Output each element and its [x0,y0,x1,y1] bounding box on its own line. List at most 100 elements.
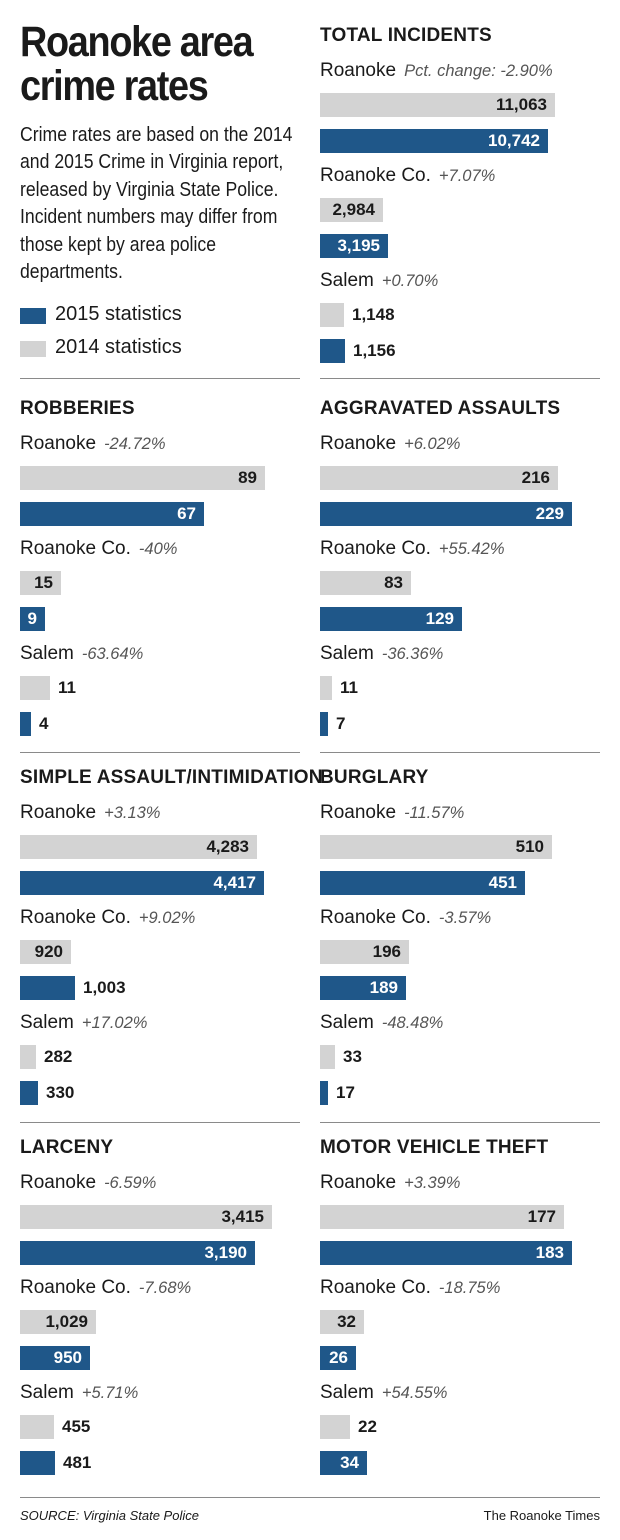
chart-panel: MOTOR VEHICLE THEFT Roanoke +3.39% 177 183 Ro… [320,1137,605,1487]
group-label: Salem +54.55% [320,1382,447,1404]
value-label-2015: 4 [39,714,49,733]
bar-2015 [20,1081,38,1105]
percent-change: -63.64% [81,645,144,663]
bar-2014 [320,303,344,327]
bar-2015 [20,607,45,631]
group-name: Salem [320,1382,374,1403]
bar-2015 [20,976,75,1000]
value-label-2015: 3,190 [204,1243,247,1262]
divider [320,752,600,753]
value-label-2014: 33 [343,1047,362,1066]
value-label-2014: 32 [337,1312,356,1331]
group-name: Roanoke Co. [320,907,431,928]
chart-title: AGGRAVATED ASSAULTS [320,398,561,419]
group-label: Roanoke -24.72% [20,433,166,455]
divider [20,752,300,753]
legend-swatch-2015 [20,308,46,324]
value-label-2015: 451 [488,873,517,892]
value-label-2014: 510 [515,837,544,856]
group-label: Roanoke Co. -18.75% [320,1277,500,1299]
divider [320,378,600,379]
percent-change: +55.42% [438,540,505,558]
group-name: Salem [20,1382,74,1403]
group-label: Roanoke -6.59% [20,1172,156,1194]
bar-2014 [320,1045,335,1069]
value-label-2014: 282 [44,1047,73,1066]
chart-title: LARCENY [20,1137,114,1158]
bar-2015 [320,1241,572,1265]
chart-title: TOTAL INCIDENTS [320,25,492,46]
legend-label-2014: 2014 statistics [55,336,182,358]
value-label-2015: 183 [535,1243,564,1262]
value-label-2015: 4,417 [213,873,256,892]
bar-2014 [320,198,383,222]
percent-change: -40% [138,540,178,558]
description: Crime rates are based on the 2014 and 20… [20,123,293,284]
chart-panel: AGGRAVATED ASSAULTS Roanoke +6.02% 216 229 Ro… [320,398,605,748]
group-name: Salem [20,643,74,664]
group-name: Roanoke [320,433,397,454]
percent-change: -7.68% [138,1279,192,1297]
group-label: Roanoke +3.39% [320,1172,460,1194]
bar-2014 [20,1415,54,1439]
value-label-2014: 920 [34,942,63,961]
value-label-2015: 10,742 [488,131,540,150]
group-label: Roanoke -11.57% [320,802,464,824]
publisher-credit: The Roanoke Times [483,1508,600,1523]
divider [20,1122,300,1123]
value-label-2014: 3,415 [221,1207,264,1226]
percent-change: -6.59% [104,1174,157,1192]
chart-panel: ROBBERIES Roanoke -24.72% 89 67 Roanoke Co. -4… [20,398,305,748]
value-label-2014: 2,984 [332,200,375,219]
group-label: Roanoke Co. -7.68% [20,1277,191,1299]
percent-change: -3.57% [438,909,492,927]
chart-panel: LARCENY Roanoke -6.59% 3,415 3,190 Roanoke Co… [20,1137,305,1487]
bar-2015 [320,1081,328,1105]
value-label-2015: 129 [425,609,454,628]
chart-title: ROBBERIES [20,398,135,419]
bar-2015 [320,234,388,258]
chart-panel: BURGLARY Roanoke -11.57% 510 451 Roanoke Co. -… [320,767,605,1117]
value-label-2014: 15 [34,573,53,592]
source-note: SOURCE: Virginia State Police [20,1508,199,1523]
legend-swatch-2014 [20,341,46,357]
group-label: Roanoke Pct. change: -2.90% [320,60,553,82]
bar-2014 [20,1045,36,1069]
group-name: Roanoke Co. [20,538,131,559]
percent-change: +7.07% [438,167,496,185]
legend-label-2015: 2015 statistics [55,303,182,325]
value-label-2015: 330 [46,1083,75,1102]
group-label: Salem -36.36% [320,643,443,665]
group-name: Roanoke Co. [320,165,431,186]
value-label-2014: 22 [358,1417,377,1436]
divider [20,378,300,379]
bar-2014 [20,676,50,700]
chart-panel: TOTAL INCIDENTS Roanoke Pct. change: -2.90… [320,25,605,375]
bar-2015 [320,607,462,631]
percent-change: +17.02% [81,1014,148,1032]
group-name: Roanoke [320,60,397,81]
bar-2015 [20,502,204,526]
value-label-2014: 83 [384,573,403,592]
bar-2014 [320,466,558,490]
bar-2014 [320,1310,364,1334]
group-name: Salem [320,643,374,664]
group-name: Salem [20,1012,74,1033]
group-label: Salem +17.02% [20,1012,147,1034]
divider [320,1122,600,1123]
value-label-2014: 89 [238,468,257,487]
value-label-2014: 216 [521,468,550,487]
value-label-2014: 4,283 [206,837,249,856]
percent-change: -36.36% [381,645,444,663]
bar-2015 [20,1241,255,1265]
group-name: Roanoke [20,1172,97,1193]
value-label-2015: 481 [63,1453,92,1472]
group-label: Roanoke Co. +7.07% [320,165,495,187]
group-name: Roanoke [20,802,97,823]
percent-change: -24.72% [104,435,166,453]
percent-change: +54.55% [381,1384,448,1402]
bar-2015 [20,871,264,895]
group-label: Roanoke Co. +9.02% [20,907,195,929]
percent-change: -18.75% [438,1279,501,1297]
bar-2015 [320,871,525,895]
